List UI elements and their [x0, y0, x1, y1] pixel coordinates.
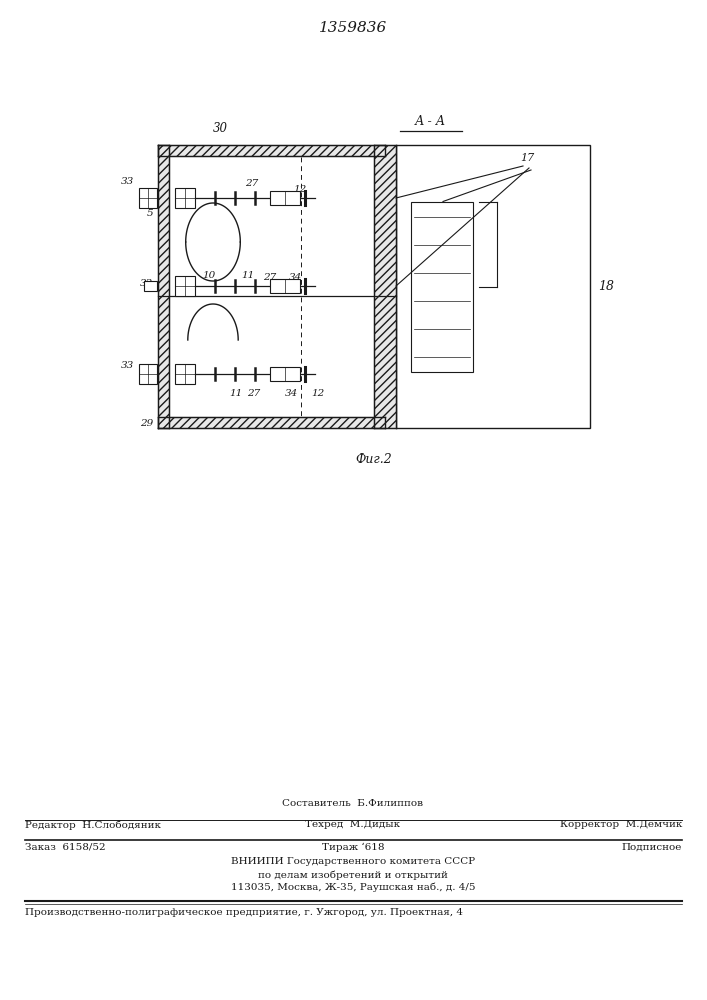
- Text: Редактор  Н.Слободяник: Редактор Н.Слободяник: [25, 820, 161, 830]
- Bar: [158, 417, 385, 428]
- Text: 18: 18: [598, 280, 614, 293]
- Bar: [175, 188, 195, 208]
- Text: Тираж ʻ618: Тираж ʻ618: [322, 843, 384, 852]
- Text: 5: 5: [146, 210, 153, 219]
- Text: по делам изобретений и открытий: по делам изобретений и открытий: [258, 870, 448, 880]
- Text: 17: 17: [520, 153, 534, 163]
- Bar: [139, 188, 157, 208]
- Text: 33: 33: [121, 361, 134, 370]
- Text: 32: 32: [140, 278, 153, 288]
- Bar: [411, 202, 473, 371]
- Text: 27: 27: [264, 273, 276, 282]
- Text: 1359836: 1359836: [319, 21, 387, 35]
- Bar: [158, 145, 169, 428]
- Text: Корректор  М.Демчик: Корректор М.Демчик: [560, 820, 682, 829]
- Bar: [175, 276, 195, 296]
- Text: 30: 30: [213, 122, 228, 135]
- Bar: [139, 364, 157, 384]
- Bar: [396, 145, 590, 428]
- Bar: [270, 191, 300, 205]
- Text: ВНИИПИ Государственного комитета СССР: ВНИИПИ Государственного комитета СССР: [231, 857, 475, 866]
- Text: 10: 10: [202, 271, 216, 280]
- Text: 29: 29: [140, 418, 153, 428]
- Text: Заказ  6158/52: Заказ 6158/52: [25, 843, 105, 852]
- Text: А - А: А - А: [414, 115, 445, 128]
- Bar: [144, 281, 157, 291]
- Text: Производственно-полиграфическое предприятие, г. Ужгород, ул. Проектная, 4: Производственно-полиграфическое предприя…: [25, 908, 463, 917]
- Text: Подписное: Подписное: [621, 843, 682, 852]
- Text: 12: 12: [311, 389, 325, 398]
- Text: Составитель  Б.Филиппов: Составитель Б.Филиппов: [283, 799, 423, 808]
- Text: Техред  М.Дидык: Техред М.Дидык: [305, 820, 401, 829]
- Bar: [158, 145, 385, 156]
- Text: 12: 12: [293, 184, 307, 194]
- Text: 34: 34: [289, 273, 303, 282]
- Text: 11: 11: [241, 271, 255, 280]
- Text: Фиг.2: Фиг.2: [356, 453, 392, 466]
- Text: 33: 33: [121, 178, 134, 186]
- Bar: [169, 156, 374, 417]
- Text: 11: 11: [229, 389, 243, 398]
- Text: 113035, Москва, Ж-35, Раушская наб., д. 4/5: 113035, Москва, Ж-35, Раушская наб., д. …: [230, 883, 475, 892]
- Text: 34: 34: [286, 389, 298, 398]
- Bar: [270, 367, 300, 381]
- Text: 27: 27: [245, 180, 259, 188]
- Bar: [374, 145, 396, 428]
- Bar: [270, 279, 300, 293]
- Text: 27: 27: [247, 389, 261, 398]
- Bar: [175, 364, 195, 384]
